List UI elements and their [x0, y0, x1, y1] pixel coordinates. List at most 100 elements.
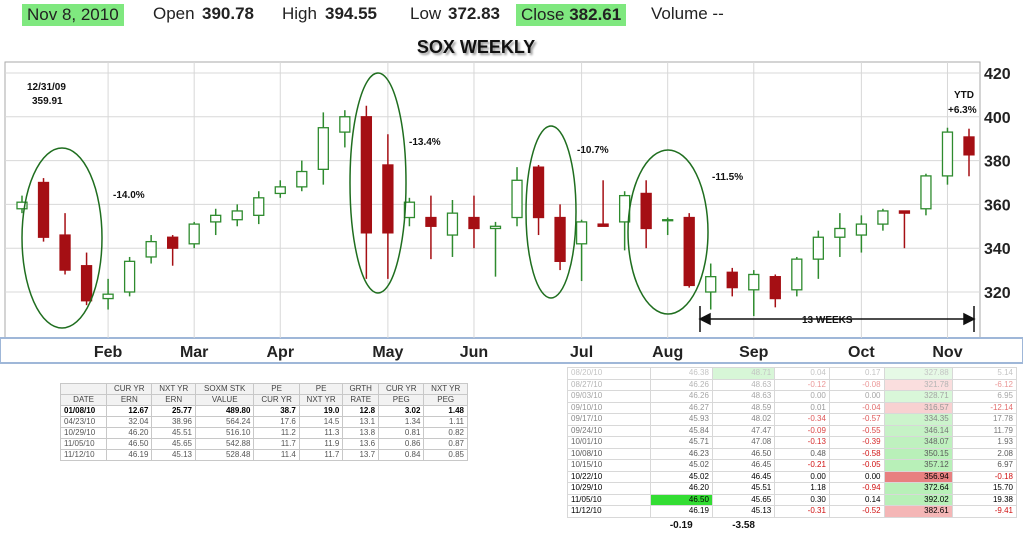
table-cell: -0.34	[774, 413, 830, 426]
header-cell: NXT YR	[423, 383, 468, 395]
table-cell: 392.02	[883, 493, 953, 506]
table-cell: 0.85	[423, 449, 468, 461]
table-cell: 47.47	[711, 424, 776, 437]
table-row: 09/03/10 46.26 48.63 0.00 0.00 328.71 6.95	[567, 390, 1018, 403]
annotation: +6.3%	[948, 105, 977, 116]
table-cell: 10/29/10	[567, 482, 651, 495]
table-cell: 11.9	[298, 438, 344, 450]
x-tick-label: Jul	[570, 344, 593, 361]
candle-body	[662, 219, 674, 222]
x-tick-label: Mar	[180, 344, 208, 361]
ratio-table: CUR YR NXT YR SOXM STK PE PE GRTH CUR YR NXT YR…	[59, 383, 468, 461]
table-row: 09/24/10 45.84 47.47 -0.09 -0.55 346.14 11.79	[567, 424, 1018, 437]
table-cell: 0.01	[774, 401, 830, 414]
header-cell: SOXM STK	[195, 383, 255, 395]
table-cell: 46.27	[649, 401, 713, 414]
y-tick-label: 420	[984, 66, 1011, 83]
table-cell: 10/08/10	[567, 447, 651, 460]
table-row: 09/17/10 45.93 48.02 -0.34 -0.57 334.35 17.78	[567, 413, 1018, 426]
candle-body	[791, 258, 803, 291]
table-cell: 48.63	[711, 390, 776, 403]
table-cell: 357.12	[883, 459, 953, 472]
table-cell: 45.51	[711, 482, 776, 495]
header-cell: ERN	[151, 394, 197, 406]
table-cell: 17.6	[253, 416, 300, 428]
table-cell: 48.71	[711, 367, 776, 380]
table-cell: 09/17/10	[567, 413, 651, 426]
table-cell: 1.18	[774, 482, 830, 495]
table-cell: 14.5	[298, 416, 344, 428]
table-cell: 09/24/10	[567, 424, 651, 437]
table-cell: 13.7	[342, 449, 380, 461]
table-cell: 38.96	[151, 416, 197, 428]
table-cell: 6.97	[951, 459, 1018, 472]
table-cell: 1.11	[423, 416, 468, 428]
table-cell: -0.57	[828, 413, 885, 426]
table-cell: 350.15	[883, 447, 953, 460]
table-cell: 46.50	[649, 493, 713, 506]
table-cell: 46.50	[711, 447, 776, 460]
table-cell: 45.65	[711, 493, 776, 506]
table-row: 08/27/10 46.26 48.63 -0.12 -0.08 321.78 -6.12	[567, 378, 1018, 391]
header-cell: DATE	[59, 394, 108, 406]
table-cell: 13.6	[342, 438, 380, 450]
table-row: 10/08/10 46.23 46.50 0.48 -0.58 350.15 2.08	[567, 447, 1018, 460]
table-cell: 46.45	[711, 470, 776, 483]
table-cell: 316.57	[883, 401, 953, 414]
footer-value: -0.19	[669, 519, 693, 531]
candle-body	[425, 216, 437, 227]
table-cell: 08/20/10	[567, 367, 651, 380]
table-cell: 0.17	[828, 367, 885, 380]
footer-cell	[568, 517, 651, 531]
table-cell: -0.05	[828, 459, 885, 472]
table-cell: 6.95	[951, 390, 1018, 403]
table-cell: 45.13	[711, 505, 776, 518]
high-label: High	[282, 4, 317, 23]
candle-body	[532, 166, 545, 219]
table-cell: 47.08	[711, 436, 776, 449]
ellipse	[627, 149, 709, 315]
table-cell: 0.00	[774, 470, 830, 483]
table-cell: -0.94	[828, 482, 885, 495]
candle-body	[769, 276, 781, 300]
table-cell: 0.87	[423, 438, 468, 450]
candle-body	[554, 216, 566, 262]
table-row: 11/05/10 46.50 45.65 542.88 11.7 11.9 13.6 0.86…	[59, 438, 468, 450]
close-value: 382.61	[569, 5, 622, 24]
candle-body	[489, 225, 502, 230]
table-cell: 10/15/10	[567, 459, 651, 472]
header-cell: PE	[298, 383, 344, 395]
annotation: -10.7%	[577, 145, 609, 156]
table-cell: -12.14	[951, 401, 1018, 414]
table-cell: 46.26	[649, 390, 713, 403]
table-cell: 17.78	[951, 413, 1018, 426]
annotation: -14.0%	[113, 190, 145, 201]
candle-body	[188, 223, 200, 245]
table-cell: -0.55	[828, 424, 885, 437]
table-cell: 45.02	[649, 459, 713, 472]
table-cell: 489.80	[195, 405, 255, 417]
table-cell: 15.70	[951, 482, 1018, 495]
plot-frame	[4, 61, 981, 339]
candle-body	[59, 234, 71, 271]
table-cell: 1.48	[423, 405, 468, 417]
table-row: 08/20/10 46.38 48.71 0.04 0.17 327.88 5.14	[567, 367, 1018, 380]
table-cell: 13.1	[342, 416, 380, 428]
table-cell: 48.02	[711, 413, 776, 426]
table-cell: 46.19	[649, 505, 713, 518]
table-row: 11/05/10 46.50 45.65 0.30 0.14 392.02 19.38	[567, 493, 1018, 506]
table-row: 10/22/10 45.02 46.45 0.00 0.00 356.94 -0.18	[567, 470, 1018, 483]
x-axis-band	[0, 337, 1023, 364]
low-value: 372.83	[448, 4, 500, 23]
table-cell: 32.04	[106, 416, 153, 428]
ellipses	[21, 72, 709, 329]
ellipse	[525, 125, 577, 299]
table-cell: 11/12/10	[567, 505, 651, 518]
table-cell: 542.88	[195, 438, 255, 450]
table-row: 10/29/10 46.20 45.51 516.10 11.2 11.3 13.8 0.81…	[59, 427, 468, 439]
table-row: 11/12/10 46.19 45.13 528.48 11.4 11.7 13.7 0.84…	[59, 449, 468, 461]
header-cell	[59, 383, 108, 395]
table-cell: -0.18	[951, 470, 1018, 483]
candle-body	[339, 116, 351, 133]
